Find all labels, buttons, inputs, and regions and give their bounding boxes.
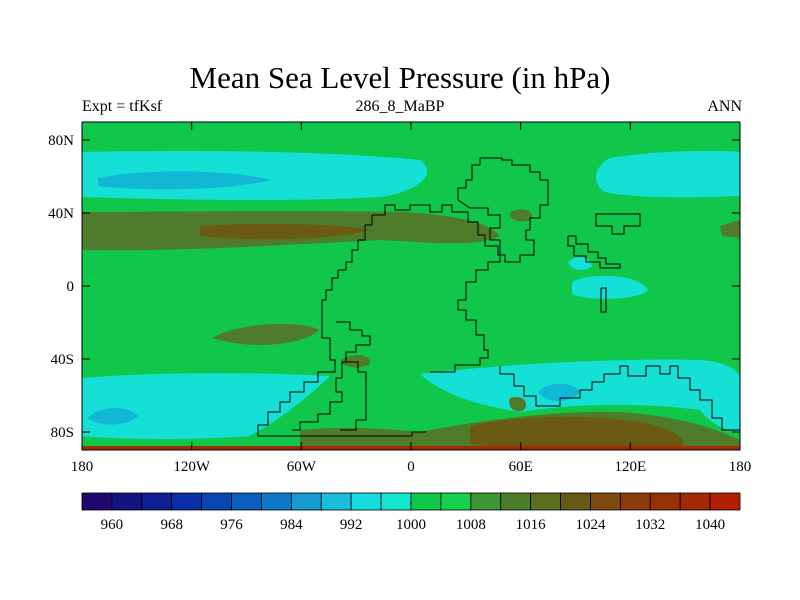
colorbar-box [709, 492, 741, 511]
colorbar-box [530, 492, 561, 511]
north-high-east [720, 220, 740, 238]
south-low-core-west [88, 408, 138, 425]
colorbar-box [350, 492, 382, 511]
colorbar [81, 492, 741, 511]
colorbar-box [380, 492, 412, 511]
south-high-cell [212, 323, 320, 345]
colorbar-box [500, 492, 532, 511]
axis-ticks [81, 122, 741, 450]
south-landmass-inner [340, 361, 367, 431]
colorbar-box [649, 492, 681, 511]
colorbar-box [440, 492, 472, 511]
colorbar-label: 1008 [456, 517, 486, 533]
ytick-40n: 40N [48, 206, 74, 222]
colorbar-label: 1016 [516, 517, 547, 533]
colorbar-label: 984 [280, 517, 303, 533]
east-island [595, 213, 641, 235]
colorbar-box [470, 492, 502, 511]
xtick-60e: 60E [509, 459, 533, 475]
colorbar-box [171, 492, 203, 511]
tethys-inner-coast [430, 199, 501, 373]
colorbar-box [261, 492, 292, 511]
pangea-east-coast [457, 164, 480, 200]
east-island-3 [600, 287, 607, 313]
south-high-spot [509, 396, 527, 412]
south-landmass-coast [292, 321, 371, 431]
colorbar-label: 1032 [635, 517, 665, 533]
colorbar-box [410, 492, 442, 511]
antarctic-high-core [470, 416, 684, 450]
colorbar-box [590, 492, 621, 511]
coastlines [257, 157, 740, 437]
xtick-120e: 120E [614, 459, 646, 475]
asia-high-spot [509, 209, 533, 222]
colorbar-label: 1024 [575, 517, 606, 533]
pangea-west-coast [257, 157, 549, 437]
period-label: 286_8_MaBP [355, 98, 445, 115]
colorbar-label: 960 [101, 517, 124, 533]
xtick-0: 0 [407, 459, 415, 475]
season-label: ANN [707, 98, 742, 115]
north-low-core [98, 171, 272, 190]
experiment-label: Expt = tfKsf [82, 98, 163, 115]
colorbar-box [111, 492, 143, 511]
colorbar-box [290, 492, 322, 511]
colorbar-label: 1000 [396, 517, 426, 533]
east-island-2 [567, 235, 621, 269]
colorbar-box [81, 492, 113, 511]
north-pacific-low [595, 150, 740, 198]
east-continent-coast [499, 365, 740, 431]
colorbar-box [201, 492, 232, 511]
ytick-80s: 80S [51, 425, 74, 441]
east-tropical-low [572, 275, 648, 299]
south-low-core-east [538, 383, 580, 401]
colorbar-label: 976 [220, 517, 243, 533]
ytick-40s: 40S [51, 352, 74, 368]
colorbar-box [679, 492, 711, 511]
colorbar-label: 968 [160, 517, 183, 533]
north-high-core [200, 223, 370, 240]
ytick-0: 0 [67, 279, 75, 295]
xtick-180w: 180 [71, 459, 94, 475]
pressure-field [82, 122, 740, 450]
colorbar-labels: 960 968 976 984 992 1000 1008 1016 1024 1032 1040 [101, 517, 725, 533]
xtick-180e: 180 [729, 459, 752, 475]
colorbar-label: 1040 [695, 517, 725, 533]
xtick-120w: 120W [173, 459, 211, 475]
colorbar-box [619, 492, 651, 511]
colorbar-box [141, 492, 173, 511]
ytick-80n: 80N [48, 133, 74, 149]
colorbar-box [320, 492, 352, 511]
xtick-60w: 60W [287, 459, 317, 475]
plot-title: Mean Sea Level Pressure (in hPa) [189, 60, 611, 95]
colorbar-box [560, 492, 591, 511]
colorbar-label: 992 [340, 517, 363, 533]
colorbar-box [231, 492, 262, 511]
south-high-cell-2 [340, 355, 371, 368]
